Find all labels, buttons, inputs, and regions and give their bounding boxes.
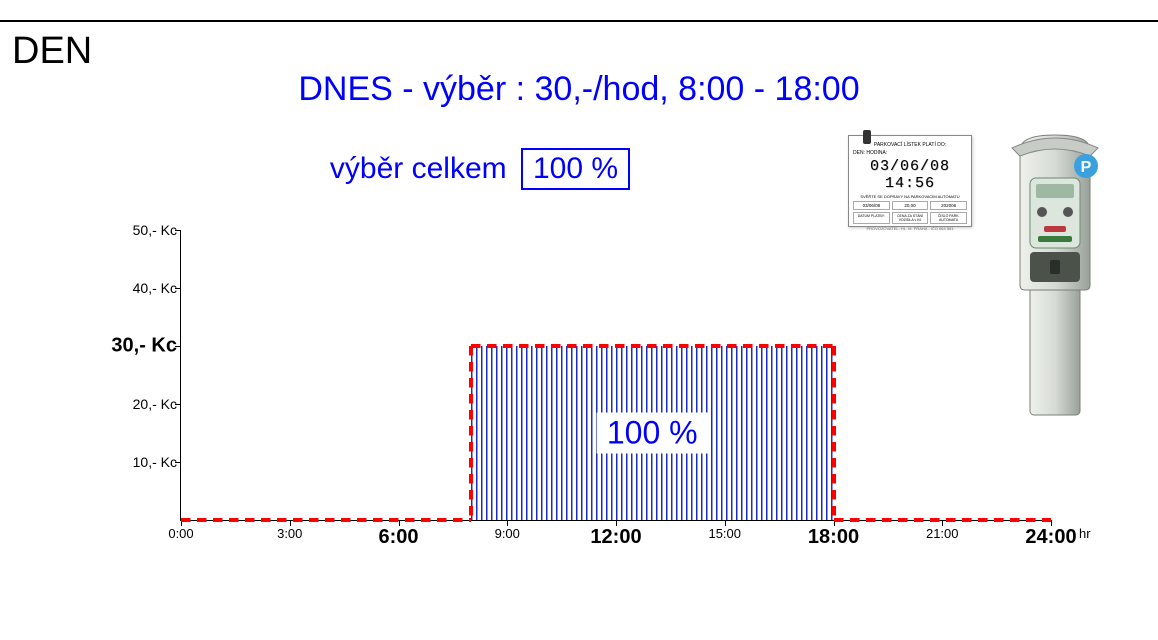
ticket-hint: SVĚŘTE SE DOPRAVY NA PARKOVACÍM AUTOMATU <box>853 194 967 199</box>
ticket-cell-label: DATUM PLATBY: <box>853 212 890 224</box>
ticket-row-values: 03/06/08 20,00 202006 <box>853 201 967 210</box>
svg-text:P: P <box>1081 159 1092 176</box>
headline: DNES - výběr : 30,-/hod, 8:00 - 18:00 <box>0 70 1158 109</box>
step-segment <box>469 346 473 520</box>
plot-area: 100 % 10,- Kc20,- Kc30,- Kc40,- Kc50,- K… <box>180 230 1051 521</box>
fill-label: 100 % <box>597 413 708 454</box>
step-segment <box>832 346 836 520</box>
x-tick-mark <box>616 520 617 526</box>
x-tick-mark <box>725 520 726 526</box>
step-segment <box>181 518 471 522</box>
ticket-clip-icon <box>863 130 871 144</box>
y-tick-label: 50,- Kc <box>133 222 181 238</box>
ticket-sub: DEN: HODINA: <box>853 150 967 156</box>
y-tick-mark <box>175 462 181 463</box>
subline-value: 100 % <box>521 148 630 190</box>
x-tick-mark <box>507 520 508 526</box>
y-tick-label: 20,- Kc <box>133 396 181 412</box>
ticket-cell: 03/06/08 <box>853 201 890 210</box>
y-tick-mark <box>175 346 181 347</box>
y-tick-label: 40,- Kc <box>133 280 181 296</box>
ticket-cell: 202006 <box>930 201 967 210</box>
y-tick-mark <box>175 230 181 231</box>
subline: výběr celkem 100 % <box>0 148 960 190</box>
parking-ticket: PARKOVACÍ LÍSTEK PLATÍ DO: DEN: HODINA: … <box>848 135 972 227</box>
x-tick-mark <box>1051 520 1052 526</box>
step-segment <box>471 344 834 348</box>
x-unit-label: hr <box>1079 520 1091 541</box>
ticket-row-labels: DATUM PLATBY: CENA ZA STÁNÍ VOZIDLA v Kč… <box>853 212 967 224</box>
tariff-chart: 100 % 10,- Kc20,- Kc30,- Kc40,- Kc50,- K… <box>80 230 1080 560</box>
top-border <box>0 20 1158 22</box>
ticket-datetime: 03/06/08 14:56 <box>853 158 967 192</box>
y-tick-mark <box>175 404 181 405</box>
ticket-cell-label: ČÍSLO PARK. AUTOMATU <box>930 212 967 224</box>
ticket-cell-label: CENA ZA STÁNÍ VOZIDLA v Kč <box>892 212 929 224</box>
subline-label: výběr celkem <box>330 152 507 185</box>
fill-region: 100 % <box>471 346 834 520</box>
ticket-cell: 20,00 <box>892 201 929 210</box>
y-tick-mark <box>175 288 181 289</box>
y-tick-label: 10,- Kc <box>133 454 181 470</box>
step-segment <box>834 518 1052 522</box>
page-title: DEN <box>12 30 92 73</box>
y-tick-label: 30,- Kc <box>111 335 181 358</box>
